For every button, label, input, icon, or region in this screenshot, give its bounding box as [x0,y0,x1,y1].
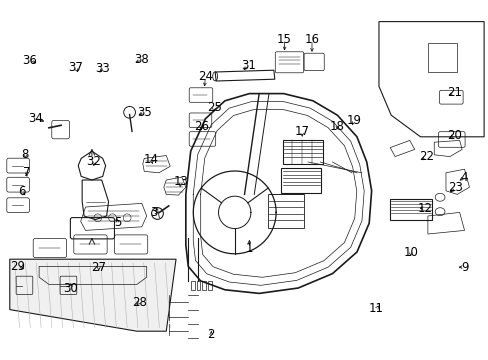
Text: 10: 10 [403,246,417,258]
Bar [196,281,200,290]
Text: 32: 32 [86,155,101,168]
Bar [281,168,321,193]
Text: 12: 12 [417,202,432,215]
Text: 31: 31 [241,59,255,72]
Text: 5: 5 [113,216,121,229]
Bar [190,281,194,290]
Text: 17: 17 [294,125,309,138]
Bar [389,199,431,220]
Text: 28: 28 [132,296,146,309]
Text: 2: 2 [207,328,215,341]
Text: 23: 23 [447,181,462,194]
Text: 20: 20 [447,129,461,141]
Text: 18: 18 [329,120,344,132]
Bar [427,43,456,72]
Text: 4: 4 [460,171,468,184]
Polygon shape [10,259,176,331]
Text: 19: 19 [346,114,361,127]
Text: 33: 33 [95,62,110,75]
Text: 34: 34 [28,112,42,125]
Text: 29: 29 [10,260,25,273]
Bar [208,281,212,290]
Text: 24: 24 [198,70,212,83]
Text: 9: 9 [460,261,468,274]
Bar [202,281,206,290]
Text: 37: 37 [68,61,83,74]
Bar [282,140,322,164]
Text: 27: 27 [91,261,106,274]
Text: 11: 11 [368,302,383,315]
Text: 38: 38 [134,53,149,66]
Text: 7: 7 [23,166,31,179]
Text: 22: 22 [418,150,433,163]
Text: 6: 6 [18,185,25,198]
Text: 13: 13 [173,175,188,188]
Text: 26: 26 [194,120,208,133]
Text: 25: 25 [206,101,221,114]
Text: 1: 1 [245,242,253,255]
Text: 16: 16 [304,33,319,46]
Text: 21: 21 [447,86,461,99]
Bar [267,194,304,228]
Text: 14: 14 [144,153,159,166]
Text: 8: 8 [21,148,29,161]
Text: 36: 36 [22,54,37,67]
Text: 30: 30 [63,282,78,294]
Text: 15: 15 [277,33,291,46]
Text: 35: 35 [137,106,152,119]
Text: 3: 3 [150,206,158,219]
